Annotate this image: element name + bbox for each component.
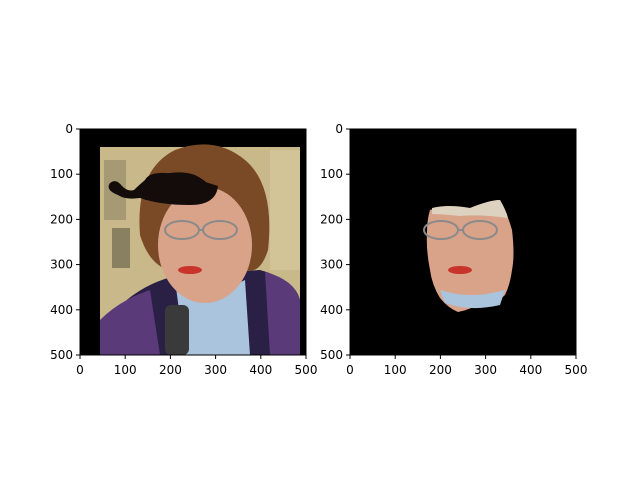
- building-window: [112, 228, 130, 268]
- y-tick-label: 300: [50, 258, 73, 272]
- y-tick-label: 100: [50, 167, 73, 181]
- right-axes-frame: [349, 128, 577, 356]
- left-image: [80, 129, 306, 355]
- masked-face: [426, 200, 514, 312]
- right-image: [350, 129, 576, 355]
- masked-forehead: [432, 200, 508, 218]
- y-tick-label: 200: [320, 212, 343, 226]
- y-tick-label: 100: [320, 167, 343, 181]
- x-tick-label: 0: [76, 363, 84, 377]
- x-tick-label: 200: [429, 363, 452, 377]
- y-tick-label: 500: [320, 348, 343, 362]
- x-tick-label: 0: [346, 363, 354, 377]
- x-tick-label: 500: [565, 363, 588, 377]
- microphone: [165, 305, 189, 355]
- x-tick-label: 100: [114, 363, 137, 377]
- y-tick-label: 400: [320, 303, 343, 317]
- lips: [178, 266, 202, 274]
- y-tick-label: 300: [320, 258, 343, 272]
- y-tick-label: 0: [335, 122, 343, 136]
- lips: [448, 266, 472, 274]
- x-tick-label: 500: [295, 363, 318, 377]
- masked-sweater-edge: [440, 290, 505, 309]
- x-tick-label: 100: [384, 363, 407, 377]
- x-tick-label: 400: [249, 363, 272, 377]
- jacket-right-panel: [265, 272, 300, 355]
- x-tick-label: 300: [204, 363, 227, 377]
- y-tick-label: 0: [65, 122, 73, 136]
- y-tick-label: 400: [50, 303, 73, 317]
- building-wall: [270, 150, 300, 270]
- y-tick-label: 500: [50, 348, 73, 362]
- jacket-left-panel: [100, 290, 160, 355]
- left-axes-frame: [79, 128, 307, 356]
- face: [158, 187, 252, 303]
- y-tick-label: 200: [50, 212, 73, 226]
- x-tick-label: 400: [519, 363, 542, 377]
- x-tick-label: 200: [159, 363, 182, 377]
- mustache-center: [145, 172, 210, 200]
- x-tick-label: 300: [474, 363, 497, 377]
